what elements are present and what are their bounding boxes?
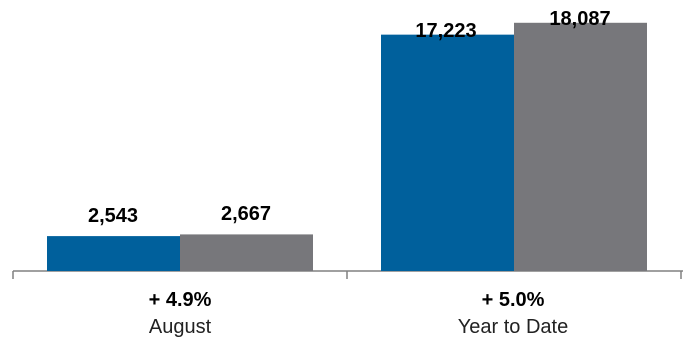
change-label-ytd: + 5.0% [482,289,545,311]
change-label-august: + 4.9% [149,289,212,311]
bars-layer [47,22,647,271]
bar-value-label-ytd-first: 17,223 [415,20,476,42]
bar-ytd-first [381,34,514,271]
bar-value-label-august-first: 2,543 [88,205,138,227]
category-label-august: August [149,316,212,338]
bar-august-first [47,236,180,271]
bar-august-second [180,234,313,271]
bar-value-label-august-second: 2,667 [221,203,271,225]
bar-value-label-ytd-second: 18,087 [549,8,610,30]
bar-ytd-second [514,22,647,271]
category-label-ytd: Year to Date [458,316,568,338]
